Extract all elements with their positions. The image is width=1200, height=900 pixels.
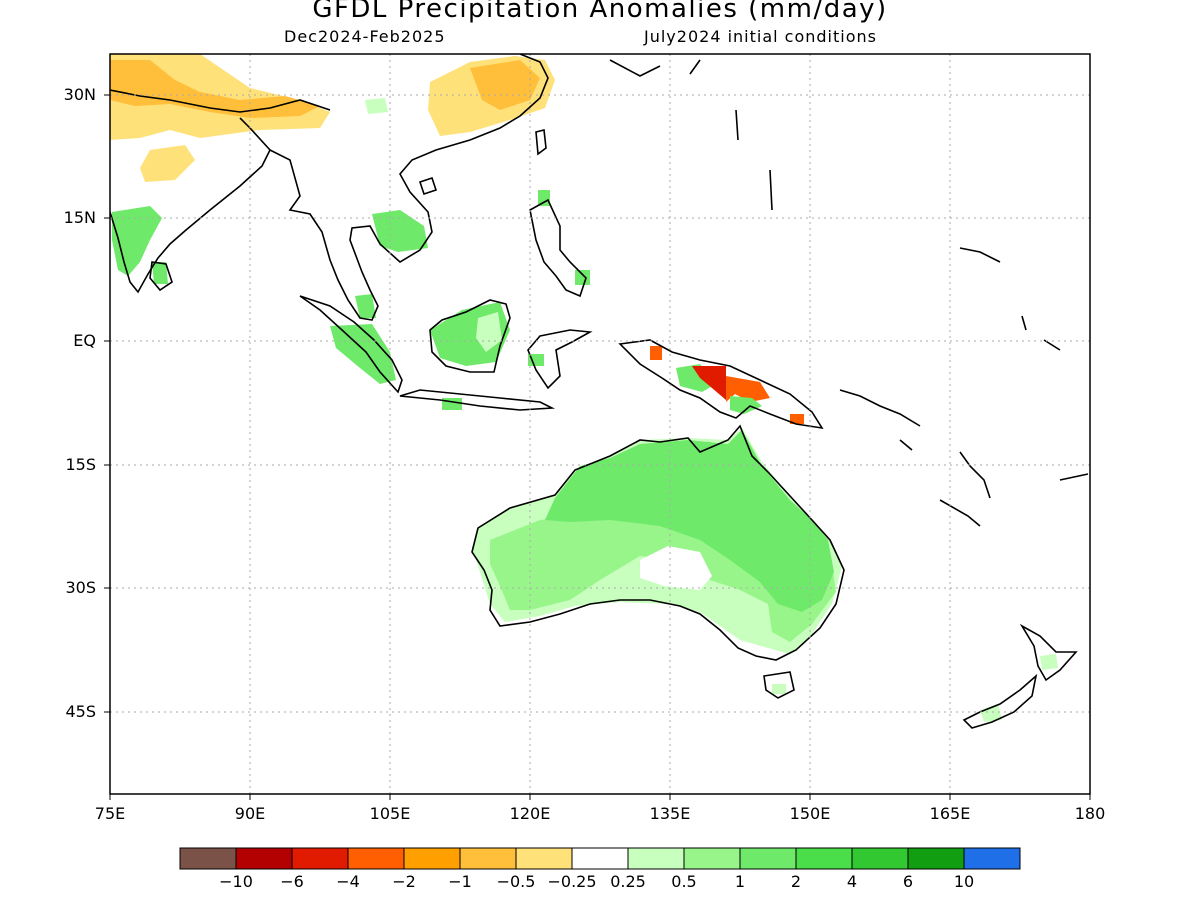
lat-label-15n: 15N (63, 208, 96, 227)
gridlines (110, 54, 1090, 794)
coastline-sulawesi (527, 329, 593, 390)
colorbar-label: −10 (219, 872, 253, 891)
colorbar-swatch (515, 847, 573, 870)
axis-ticks (104, 94, 1091, 800)
colorbar-label: −4 (336, 872, 360, 891)
wet-anomaly-sulawesi (528, 354, 544, 366)
coastline-tasmania (763, 671, 795, 699)
wet-anomaly-philippines (538, 190, 590, 285)
coastline-australia (471, 424, 845, 661)
colorbar-label: −6 (280, 872, 304, 891)
coastline-mainland-se-asia (269, 54, 549, 321)
colorbar-label: −1 (448, 872, 472, 891)
coastline-sri-lanka (149, 261, 173, 292)
colorbar-label: −0.5 (496, 872, 536, 891)
colorbar-swatch (795, 847, 853, 870)
map-title: GFDL Precipitation Anomalies (mm/day) (312, 0, 888, 24)
lon-label-90e: 90E (234, 804, 266, 823)
wet-anomaly-java (442, 398, 462, 410)
colorbar-swatch (179, 847, 237, 870)
colorbar-label: 10 (953, 872, 975, 891)
dry-anomaly-new-guinea (692, 366, 726, 400)
colorbar-label: 6 (902, 872, 914, 891)
wet-anomaly-tasmania (772, 684, 786, 694)
wet-anomaly-new-zealand (980, 654, 1058, 722)
lat-label-eq: EQ (73, 331, 96, 350)
colorbar-swatch (403, 847, 461, 870)
colorbar-swatch (571, 847, 629, 870)
colorbar-swatch (683, 847, 741, 870)
dry-anomaly-central-india (140, 145, 195, 182)
colorbar-swatch (963, 847, 1021, 870)
colorbar (179, 847, 1021, 870)
colorbar-swatch (627, 847, 685, 870)
colorbar-label: 2 (790, 872, 802, 891)
coastline-india (110, 117, 271, 294)
lon-label-105e: 105E (369, 804, 411, 823)
wet-anomaly-south-india (112, 206, 162, 276)
lon-label-120e: 120E (509, 804, 551, 823)
lat-label-15s: 15S (65, 455, 96, 474)
wet-anomaly-new-guinea-east (730, 396, 762, 414)
coastline-philippines (529, 198, 587, 298)
dry-anomaly-new-guinea-east (726, 376, 770, 402)
near-normal-central-australia (640, 546, 712, 590)
lat-label-30n: 30N (63, 85, 96, 104)
wet-anomaly-indochina (372, 210, 428, 252)
wet-anomaly-myanmar (365, 98, 388, 114)
colorbar-swatch (235, 847, 293, 870)
colorbar-label: −2 (392, 872, 416, 891)
lon-label-150e: 150E (789, 804, 831, 823)
anomaly-field (110, 54, 1058, 722)
wet-anomaly-australia-north (545, 430, 834, 612)
map-frame (109, 53, 1091, 795)
coastline-new-guinea (618, 339, 824, 430)
wet-anomaly-sri-lanka (152, 262, 168, 284)
lon-label-165e: 165E (929, 804, 971, 823)
lat-label-30s: 30S (65, 578, 96, 597)
coastline-new-zealand-south (962, 673, 1038, 729)
initial-conditions: July2024 initial conditions (644, 27, 877, 46)
colorbar-label: 4 (846, 872, 858, 891)
colorbar-label: 1 (734, 872, 746, 891)
coastline-himalaya-border (110, 89, 331, 113)
lon-label-180: 180 (1074, 804, 1106, 823)
dry-anomaly-himalaya-core (110, 60, 320, 118)
dry-anomaly-bird-head (650, 346, 662, 360)
colorbar-swatch (459, 847, 517, 870)
dry-anomaly-png-tail (790, 414, 804, 424)
coastline-sumatra (299, 295, 403, 394)
lat-label-45s: 45S (65, 702, 96, 721)
colorbar-swatch (907, 847, 965, 870)
wet-anomaly-malaya (355, 294, 376, 318)
wet-anomaly-new-guinea-west (676, 364, 716, 392)
coastline-borneo (429, 299, 511, 373)
colorbar-label: 0.5 (671, 872, 697, 891)
coastline-java (399, 389, 556, 411)
coastlines (110, 54, 1089, 729)
coastline-new-zealand-north (1019, 623, 1078, 682)
colorbar-swatch (347, 847, 405, 870)
colorbar-swatch (739, 847, 797, 870)
coastline-pacific-islands (609, 59, 1089, 527)
lon-label-75e: 75E (94, 804, 126, 823)
coastline-hainan-taiwan (418, 129, 547, 196)
lon-label-135e: 135E (649, 804, 691, 823)
colorbar-label: −0.25 (547, 872, 597, 891)
wet-anomaly-sumatra (330, 324, 396, 384)
colorbar-label: 0.25 (610, 872, 646, 891)
wet-anomaly-borneo-light (476, 312, 502, 352)
dry-anomaly-china-core (470, 60, 540, 110)
colorbar-swatch (291, 847, 349, 870)
forecast-period: Dec2024-Feb2025 (284, 27, 446, 46)
colorbar-swatch (851, 847, 909, 870)
